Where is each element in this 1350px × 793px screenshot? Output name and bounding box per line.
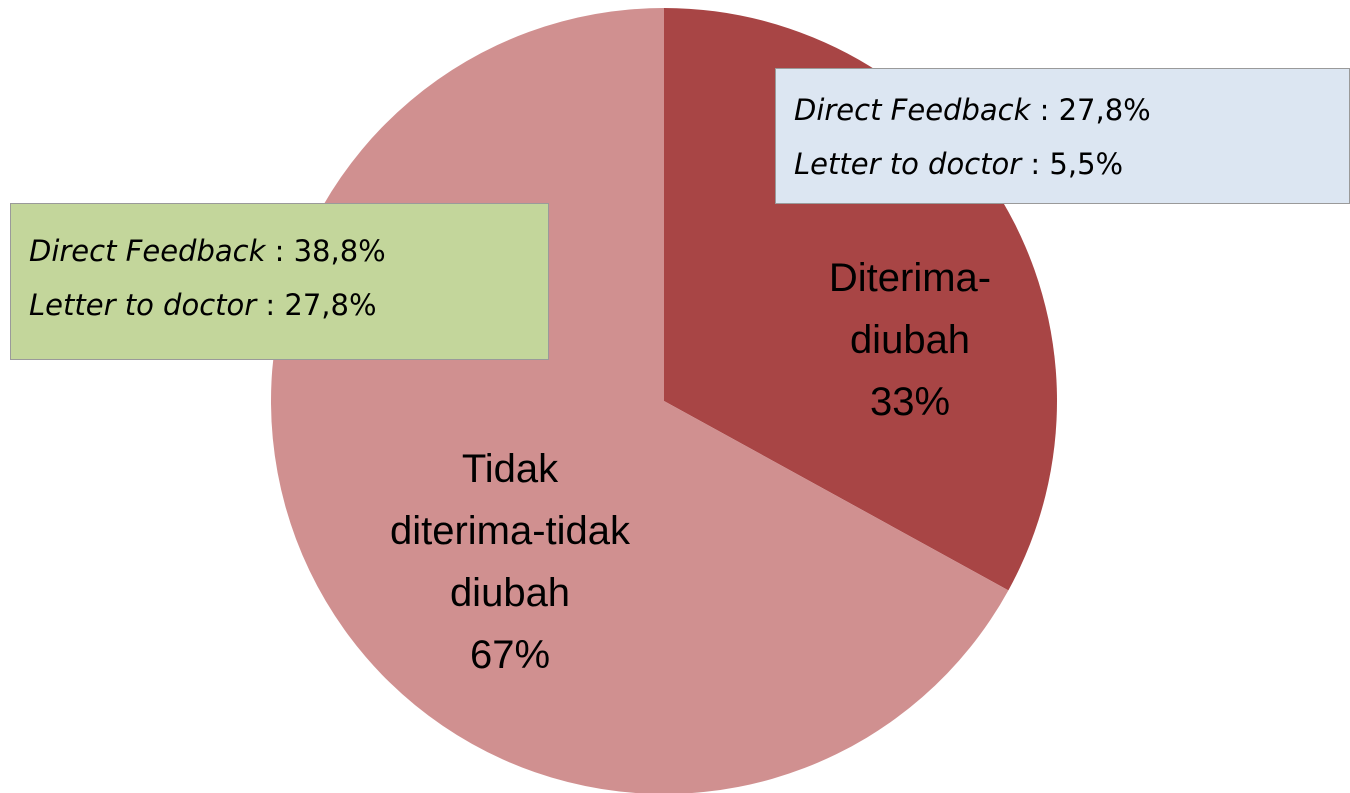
slice-category: Diterima-diubah: [828, 256, 992, 362]
annotation-separator: :: [1030, 147, 1041, 181]
annotation-separator: :: [1039, 93, 1050, 127]
slice-value: 33%: [869, 380, 951, 424]
annotation-box: Direct Feedback : 27,8% Letter to doctor …: [775, 68, 1350, 204]
annotation-value: 5,5%: [1049, 147, 1124, 181]
slice-category: Tidak diterima-tidak diubah: [389, 447, 631, 615]
slice-label: Tidak diterima-tidak diubah 67%: [385, 438, 635, 686]
annotation-separator: :: [274, 234, 285, 268]
annotation-row: Letter to doctor : 27,8%: [29, 278, 530, 332]
annotation-box: Direct Feedback : 38,8% Letter to doctor …: [10, 203, 549, 360]
annotation-label: Letter to doctor: [29, 288, 257, 322]
annotation-row: Direct Feedback : 27,8%: [794, 83, 1331, 137]
annotation-row: Direct Feedback : 38,8%: [29, 224, 530, 278]
annotation-label: Direct Feedback: [794, 93, 1031, 127]
annotation-row: Letter to doctor : 5,5%: [794, 137, 1331, 191]
annotation-separator: :: [265, 288, 276, 322]
slice-label: Diterima-diubah 33%: [800, 247, 1020, 433]
annotation-value: 27,8%: [1058, 93, 1151, 127]
annotation-value: 27,8%: [284, 288, 377, 322]
annotation-label: Letter to doctor: [794, 147, 1022, 181]
slice-value: 67%: [469, 633, 551, 677]
annotation-value: 38,8%: [293, 234, 386, 268]
annotation-label: Direct Feedback: [29, 234, 266, 268]
